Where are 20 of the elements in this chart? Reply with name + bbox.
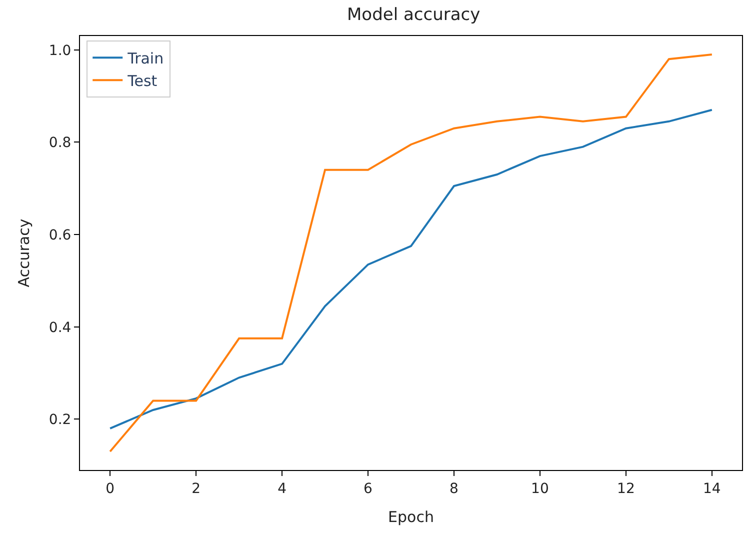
x-tick-label: 8 <box>450 480 458 497</box>
x-tick-label: 14 <box>702 480 721 497</box>
line-series <box>109 108 713 430</box>
y-tick-label: 0.6 <box>48 227 72 244</box>
chart-title: Model accuracy <box>347 4 480 25</box>
y-axis-title: Accuracy <box>15 218 34 288</box>
line-series <box>109 53 713 453</box>
x-tick-label: 2 <box>192 480 201 497</box>
x-tick-label: 6 <box>364 480 373 497</box>
y-tick-label: 1.0 <box>48 42 72 59</box>
x-tick-label: 12 <box>617 480 635 497</box>
y-tick-label: 0.8 <box>48 135 72 152</box>
legend-label: Train <box>126 49 164 68</box>
x-tick-label: 10 <box>531 480 549 497</box>
x-tick-label: 0 <box>106 480 115 497</box>
y-tick-label: 0.2 <box>48 412 72 428</box>
legend-label: Test <box>126 72 158 90</box>
x-axis-title: Epoch <box>388 508 434 526</box>
y-tick-label: 0.4 <box>48 320 72 336</box>
x-tick-label: 4 <box>278 480 287 497</box>
